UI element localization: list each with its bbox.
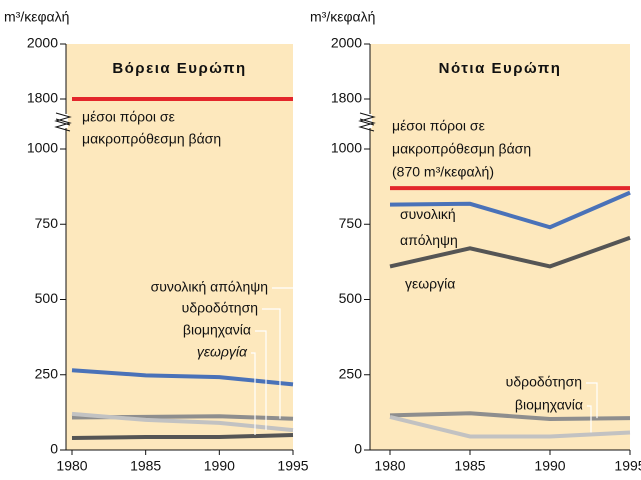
x-tick-label: 1995: [277, 458, 308, 474]
leader-line: [255, 330, 267, 431]
y-tick-label: 750: [339, 215, 363, 231]
plot-background: [66, 44, 293, 450]
y-tick-label: 250: [339, 365, 363, 381]
x-tick-label: 1980: [374, 458, 405, 474]
x-tick-label: 1995: [614, 458, 641, 474]
panel-title: Νότια Ευρώπη: [439, 60, 562, 77]
annotation: (870 m³/κεφαλή): [392, 164, 494, 180]
y-tick-label: 2000: [331, 35, 362, 51]
axis-break: [358, 118, 376, 132]
y-tick-label: 0: [354, 441, 362, 457]
y-tick-label: 750: [35, 215, 59, 231]
series-label: υδροδότηση: [182, 300, 258, 316]
annotation: μέσοι πόροι σε: [392, 118, 485, 134]
leader-line: [586, 382, 598, 419]
x-tick-label: 1990: [204, 458, 235, 474]
series-label: βιομηχανία: [515, 397, 583, 413]
y-tick-label: 2000: [27, 35, 58, 51]
annotation: μακροπρόθεσμη βάση: [392, 141, 531, 157]
y-tick-label: 500: [35, 290, 59, 306]
leader-line: [251, 352, 256, 435]
annotation: μακροπρόθεσμη βάση: [82, 131, 221, 147]
series-line: [71, 368, 294, 387]
y-tick-label: 250: [35, 365, 59, 381]
y-tick-label: 1800: [27, 90, 58, 106]
x-tick-label: 1990: [534, 458, 565, 474]
series-label: γεωργία: [405, 276, 455, 292]
x-tick-label: 1980: [56, 458, 87, 474]
series-line: [389, 190, 631, 230]
x-tick-label: 1985: [130, 458, 161, 474]
series-line: [71, 432, 294, 440]
axis-break: [358, 112, 376, 126]
series-line: [389, 411, 631, 421]
leader-line: [262, 308, 281, 419]
leader-line: [587, 405, 592, 433]
plot-background: [370, 44, 630, 450]
series-line: [71, 411, 294, 433]
series-label: συνολική απόληψη: [400, 206, 458, 248]
y-tick-label: 500: [339, 290, 363, 306]
y-tick-label: 1000: [27, 140, 58, 156]
series-label-line: απόληψη: [400, 232, 458, 248]
series-label: υδροδότηση: [506, 374, 582, 390]
y-axis-label: m³/κεφαλή: [4, 9, 69, 25]
y-tick-label: 0: [50, 441, 58, 457]
series-line: [389, 235, 631, 269]
series-label: συνολική απόληψη: [151, 279, 268, 295]
y-axis-label: m³/κεφαλή: [310, 9, 375, 25]
series-line: [389, 414, 631, 439]
y-tick-label: 1000: [331, 140, 362, 156]
annotation: μέσοι πόροι σε: [82, 109, 175, 125]
x-tick-label: 1985: [454, 458, 485, 474]
panel-title: Βόρεια Ευρώπη: [112, 60, 246, 77]
series-label: βιομηχανία: [183, 322, 251, 338]
axis-break: [54, 112, 72, 126]
y-tick-label: 1800: [331, 90, 362, 106]
leader-line: [272, 287, 298, 385]
series-label-line: συνολική: [400, 206, 456, 222]
axis-break: [54, 118, 72, 132]
series-label: γεωργία: [197, 344, 248, 360]
